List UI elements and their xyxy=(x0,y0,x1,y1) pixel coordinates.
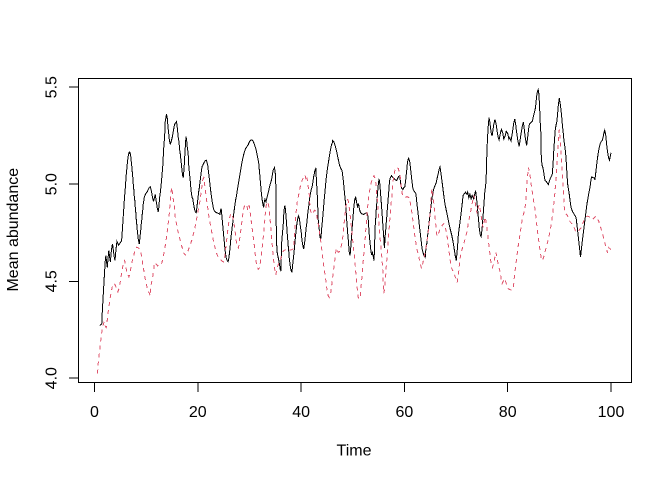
svg-text:80: 80 xyxy=(499,404,517,421)
svg-text:Mean abundance: Mean abundance xyxy=(5,168,22,292)
svg-text:60: 60 xyxy=(396,404,414,421)
svg-text:100: 100 xyxy=(598,404,625,421)
svg-text:5.5: 5.5 xyxy=(44,76,61,98)
svg-text:40: 40 xyxy=(292,404,310,421)
svg-text:4.0: 4.0 xyxy=(44,367,61,389)
svg-text:4.5: 4.5 xyxy=(44,270,61,292)
svg-text:Time: Time xyxy=(337,443,372,460)
svg-text:20: 20 xyxy=(189,404,207,421)
svg-text:5.0: 5.0 xyxy=(44,173,61,195)
svg-text:0: 0 xyxy=(90,404,99,421)
